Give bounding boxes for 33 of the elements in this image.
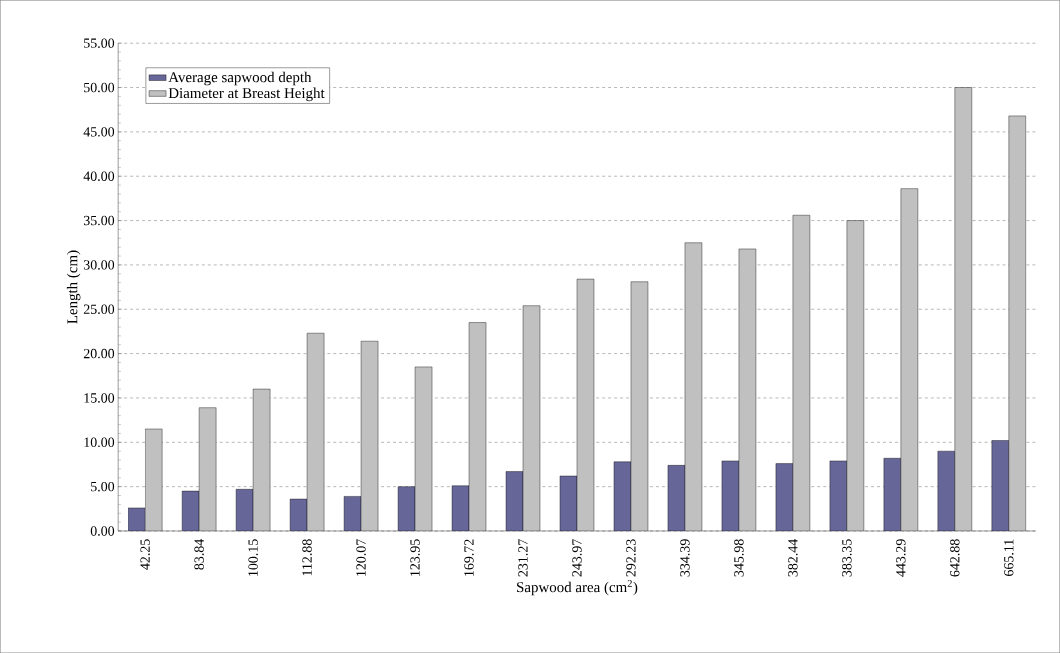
- x-tick-label: 123.95: [410, 539, 420, 576]
- x-tick-label: 345.98: [734, 539, 744, 577]
- x-tick-label: 382.44: [788, 538, 798, 577]
- x-tick-label: 292.23: [626, 539, 636, 577]
- x-tick-label: 443.29: [896, 539, 906, 577]
- y-tick-label: 5.00: [91, 481, 115, 492]
- x-tick-label: 243.97: [572, 539, 582, 577]
- x-tick-label: 169.72: [464, 539, 474, 576]
- y-tick-label: 25.00: [83, 304, 115, 314]
- y-tick-label: 55.00: [84, 38, 115, 48]
- x-tick-label: 83.84: [194, 538, 204, 570]
- x-tick-label: 42.25: [140, 539, 150, 570]
- x-tick-label: 231.27: [518, 539, 528, 577]
- y-tick-label: 50.00: [84, 82, 115, 93]
- y-tick-label: 40.00: [83, 171, 115, 181]
- x-tick-label: 334.39: [680, 539, 690, 577]
- y-tick-label: 0.00: [90, 526, 115, 536]
- x-tick-label: 665.11: [1004, 539, 1014, 576]
- x-tick-label: 100.15: [248, 539, 258, 576]
- x-tick-label: 120.07: [356, 539, 366, 576]
- y-tick-label: 30.00: [83, 260, 115, 270]
- x-tick-label: 642.88: [950, 539, 960, 577]
- x-tick-label: 383.35: [842, 539, 852, 577]
- legend-label: Diameter at Breast Height: [168, 87, 325, 102]
- x-axis-title: Sapwood area (cm$^{2}$): [517, 579, 638, 596]
- legend-label: Average sapwood depth: [168, 71, 312, 86]
- x-tick-label: 112.88: [302, 539, 312, 576]
- y-tick-label: 10.00: [84, 437, 115, 447]
- y-tick-label: 15.00: [84, 393, 115, 403]
- y-tick-label: 45.00: [83, 127, 115, 137]
- y-tick-label: 20.00: [83, 348, 115, 359]
- y-axis-title: Length (cm): [66, 250, 81, 324]
- y-tick-label: 35.00: [83, 215, 115, 226]
